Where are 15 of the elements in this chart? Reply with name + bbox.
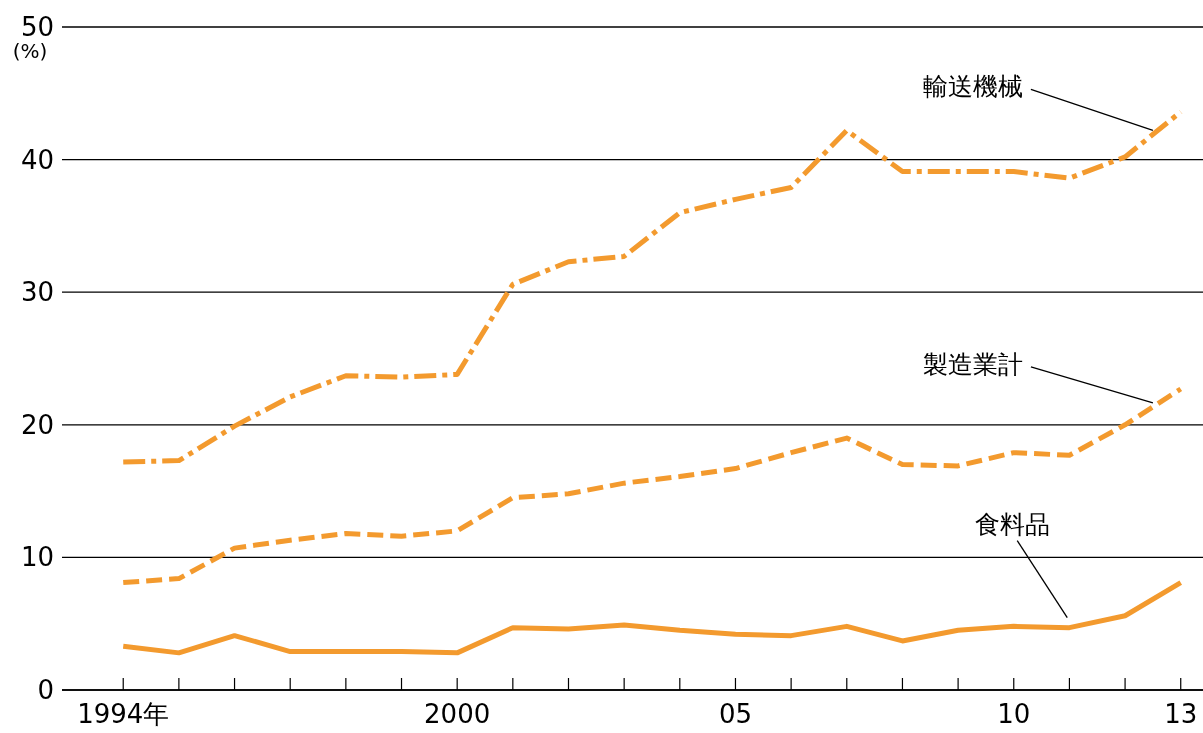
y-tick-label: 30 [20,277,54,308]
y-tick-label: 50 [20,12,54,42]
x-tick-label: 2000 [424,699,491,729]
text: 輸送機械 [922,72,1023,102]
x-tick-label: 05 [718,699,753,729]
x-tick-label: 13 [1164,699,1198,729]
y-tick-label: 40 [20,144,54,175]
y-tick-label: 0 [37,675,54,705]
x-tick-label: 10 [997,699,1031,729]
y-tick-label: 20 [20,409,54,440]
y-axis-title: (%) [12,39,48,63]
x-tick-label: 1994年 [77,699,170,729]
text: 食料品 [974,509,1050,539]
y-tick-label: 10 [20,542,54,573]
text: 製造業計 [922,349,1023,379]
